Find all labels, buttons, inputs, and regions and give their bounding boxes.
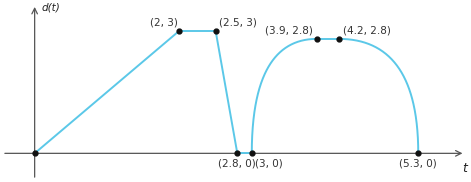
Text: (4.2, 2.8): (4.2, 2.8) [343, 26, 391, 36]
Text: (5.3, 0): (5.3, 0) [399, 158, 437, 168]
Text: (3, 0): (3, 0) [255, 158, 283, 168]
Text: (3.9, 2.8): (3.9, 2.8) [266, 26, 313, 36]
Text: (2.8, 0): (2.8, 0) [219, 158, 256, 168]
Text: t: t [463, 162, 468, 175]
Text: d(t): d(t) [42, 2, 61, 12]
Text: (2.5, 3): (2.5, 3) [219, 17, 257, 27]
Text: (2, 3): (2, 3) [150, 17, 178, 27]
